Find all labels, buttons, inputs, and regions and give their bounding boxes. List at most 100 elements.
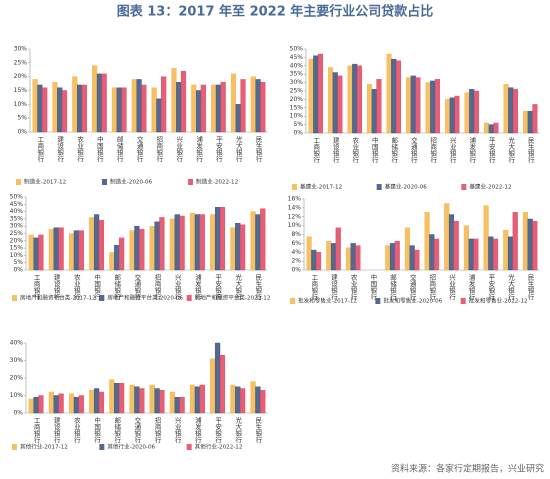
y-tick-label: 5% [17,115,27,122]
y-tick-label: 20% [290,96,304,103]
bar [151,87,157,133]
bar [73,230,80,271]
legend-swatch [188,179,193,185]
y-tick-label: 25% [10,230,24,237]
bar [429,234,435,271]
x-tick-label: 建设银行 [330,273,338,302]
y-tick-label: 40% [10,340,24,347]
y-tick-label: 45% [10,201,24,208]
bar [430,80,436,134]
y-tick-label: 50% [10,194,24,201]
x-tick-label: 光大银行 [234,416,242,445]
legend-swatch [292,184,297,190]
bar [220,81,226,133]
bar [169,218,176,271]
x-tick-label: 邮储银行 [113,416,121,445]
y-tick-label: 10% [14,101,28,108]
x-tick-label: 邮储银行 [390,136,398,165]
bar [78,395,84,414]
y-tick-label: 8% [291,231,301,238]
bar [189,212,196,271]
bar [415,77,421,134]
bar [311,249,317,271]
legend-swatch [12,444,17,450]
legend-swatch [99,444,105,450]
bar [444,203,450,271]
x-tick-label: 平安银行 [487,274,495,302]
bar [409,245,415,271]
x-tick-label: 民生银行 [526,137,534,165]
bar [68,233,75,271]
x-tick-label: 民生银行 [254,274,262,302]
x-tick-label: 浦发银行 [467,273,475,302]
bar [32,79,38,133]
x-tick-label: 农业银行 [72,273,80,302]
x-tick-label: 农业银行 [72,416,80,445]
bar [109,252,115,271]
bar [109,379,115,414]
x-tick-label: 浦发银行 [193,273,201,302]
x-tick-label: 招商银行 [155,135,163,164]
bar [255,214,261,271]
bar [139,388,145,414]
x-tick-label: 平安银行 [214,417,222,445]
bar [121,87,127,133]
bar [532,104,538,134]
bar [38,395,44,414]
bar [28,234,34,271]
bar [61,90,68,133]
bar [89,390,95,414]
bar [473,90,479,134]
bar [376,79,382,134]
bar [214,342,221,414]
y-tick-label: 0% [291,267,301,274]
bar [210,214,216,271]
legend-label: 制造业-2017-12 [24,178,66,186]
y-tick-label: 10% [10,252,24,259]
bar [235,104,241,133]
bar [28,398,34,414]
bar [191,84,197,133]
bar [149,384,155,414]
bar [352,63,358,134]
bar [250,381,256,414]
bar [53,227,59,271]
bar [215,84,221,133]
bar [250,211,256,271]
y-tick-label: 20% [10,237,24,244]
bar [337,75,343,134]
bar [332,72,338,134]
bar [159,390,165,414]
legend-swatch [375,298,381,304]
bar [463,225,470,271]
bar [33,237,39,271]
x-tick-label: 平安银行 [214,274,222,302]
bar [335,227,341,271]
bar [53,395,59,414]
legend-swatch [12,295,17,301]
y-tick-label: 50% [290,46,304,53]
bar [230,227,236,271]
bar [239,224,246,271]
bar [356,65,362,134]
bar [260,390,266,414]
bar [171,68,177,133]
bar [230,73,237,133]
legend-label: 房地产和融资平台类-2020-06 [107,294,183,302]
y-tick-label: 16% [288,196,302,203]
bar [433,238,440,271]
y-tick-label: 12% [288,213,302,220]
bar [72,76,78,133]
bar [484,122,490,134]
x-tick-label: 兴业银行 [175,135,183,164]
x-tick-label: 交通银行 [133,273,141,302]
bar [68,393,75,414]
bar [180,70,187,133]
x-tick-label: 工商银行 [36,136,44,163]
bar [404,227,411,271]
x-tick-label: 兴业银行 [173,273,181,302]
y-tick-label: 30% [10,223,24,230]
x-tick-label: 光大银行 [507,136,515,165]
bar [507,236,514,271]
bar [394,240,400,271]
